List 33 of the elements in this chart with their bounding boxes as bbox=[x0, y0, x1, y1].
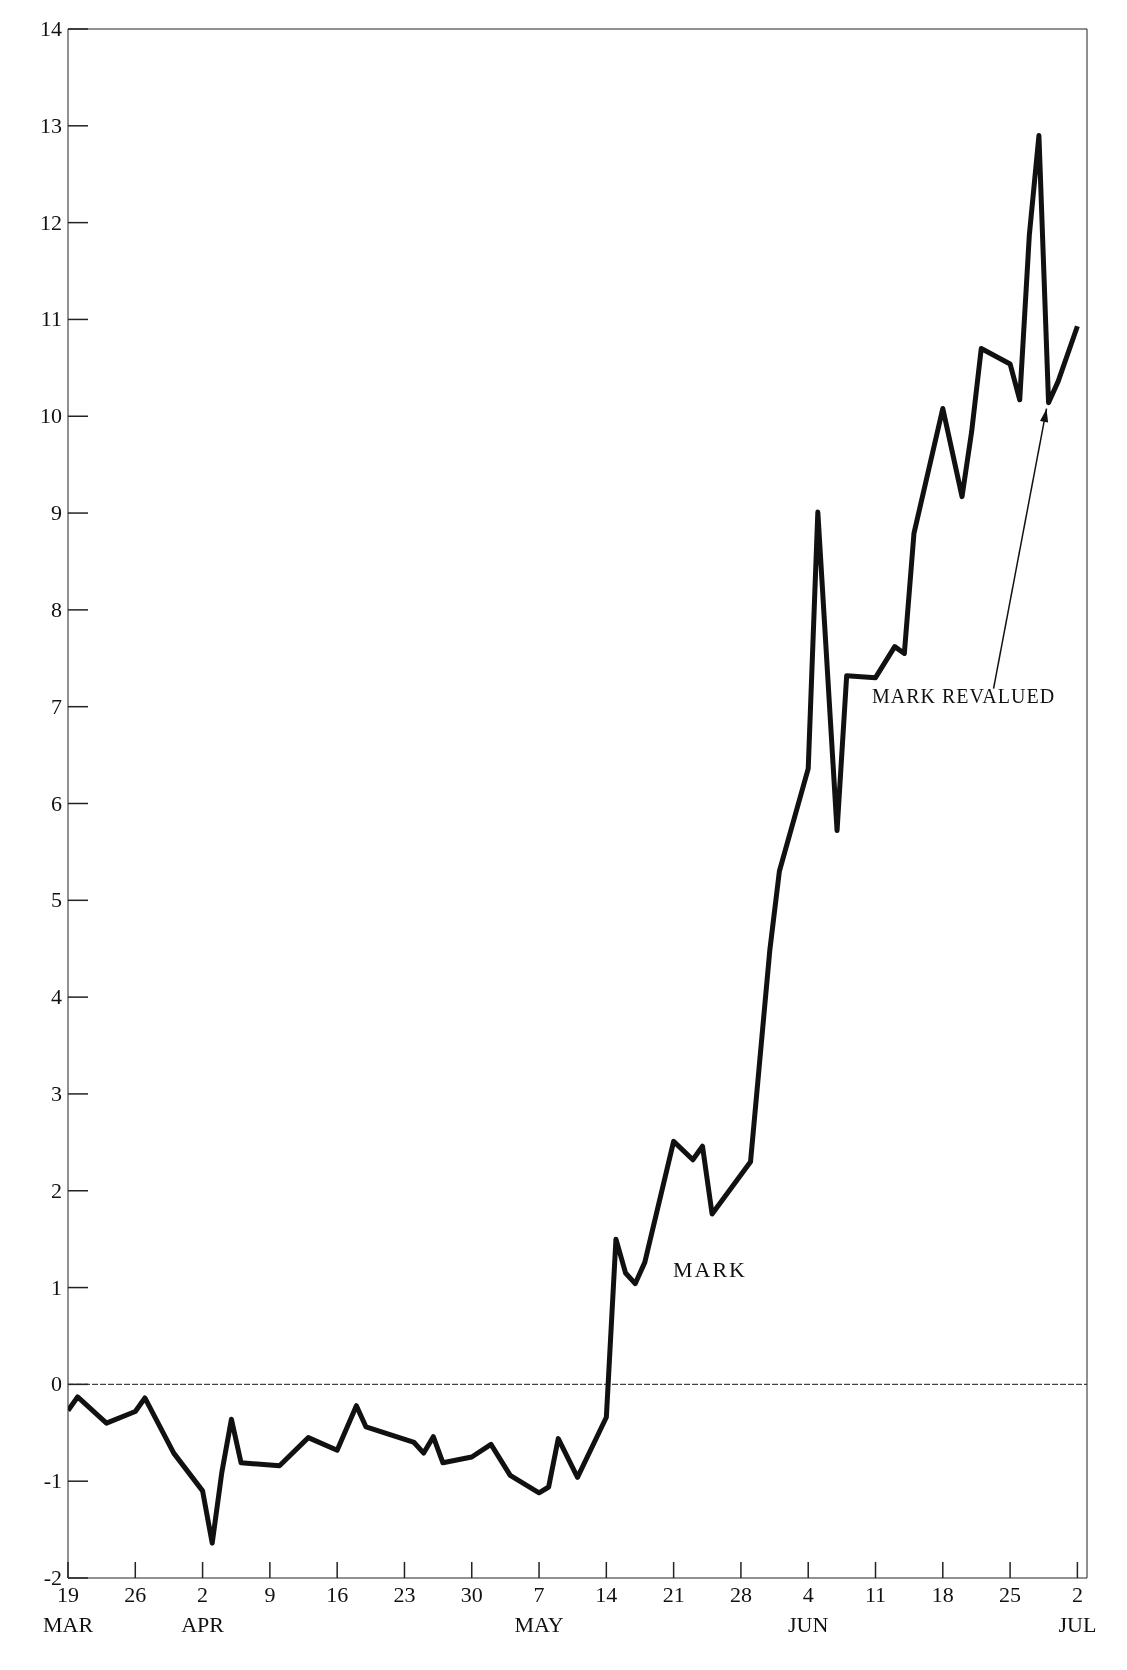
y-tick-label: 5 bbox=[51, 887, 62, 913]
x-tick-label: 25 bbox=[999, 1582, 1022, 1607]
x-tick-label: 26 bbox=[124, 1582, 147, 1607]
y-tick-label: 4 bbox=[51, 984, 62, 1010]
x-tick-label: 28 bbox=[729, 1582, 752, 1607]
x-tick-label: 21 bbox=[662, 1582, 685, 1607]
y-tick-label: 10 bbox=[40, 403, 62, 429]
series-label: MARK bbox=[672, 1257, 747, 1283]
y-tick-label: 1 bbox=[51, 1274, 62, 1300]
y-tick-label: 12 bbox=[40, 209, 62, 235]
x-tick-label: 16 bbox=[326, 1582, 349, 1607]
y-tick-label: 2 bbox=[51, 1177, 62, 1203]
x-tick-label: 2 JUL bbox=[1058, 1582, 1097, 1637]
x-tick-label: 2 APR bbox=[181, 1582, 225, 1637]
y-tick-label: 3 bbox=[51, 1080, 62, 1106]
y-tick-label: -1 bbox=[43, 1468, 62, 1494]
y-tick-label: 13 bbox=[40, 112, 62, 138]
y-tick-label: 14 bbox=[40, 16, 62, 41]
x-tick-label: 14 bbox=[595, 1582, 618, 1607]
x-tick-label: 9 bbox=[264, 1582, 276, 1607]
x-tick-label: 11 bbox=[864, 1582, 887, 1607]
x-tick-label: 30 bbox=[460, 1582, 483, 1607]
y-tick-label: 0 bbox=[51, 1371, 62, 1397]
x-tick-label: 18 bbox=[931, 1582, 954, 1607]
x-tick-label: 4 JUN bbox=[788, 1582, 829, 1637]
x-tick-label: 7 MAY bbox=[514, 1582, 564, 1637]
y-tick-label: 6 bbox=[51, 790, 62, 816]
y-tick-label: 11 bbox=[40, 306, 62, 332]
annotation: MARK REVALUED bbox=[870, 683, 1057, 709]
y-tick-label: 8 bbox=[51, 596, 62, 622]
y-tick-label: 7 bbox=[51, 693, 62, 719]
y-tick-label: 9 bbox=[51, 500, 62, 526]
x-tick-label: 23 bbox=[393, 1582, 416, 1607]
